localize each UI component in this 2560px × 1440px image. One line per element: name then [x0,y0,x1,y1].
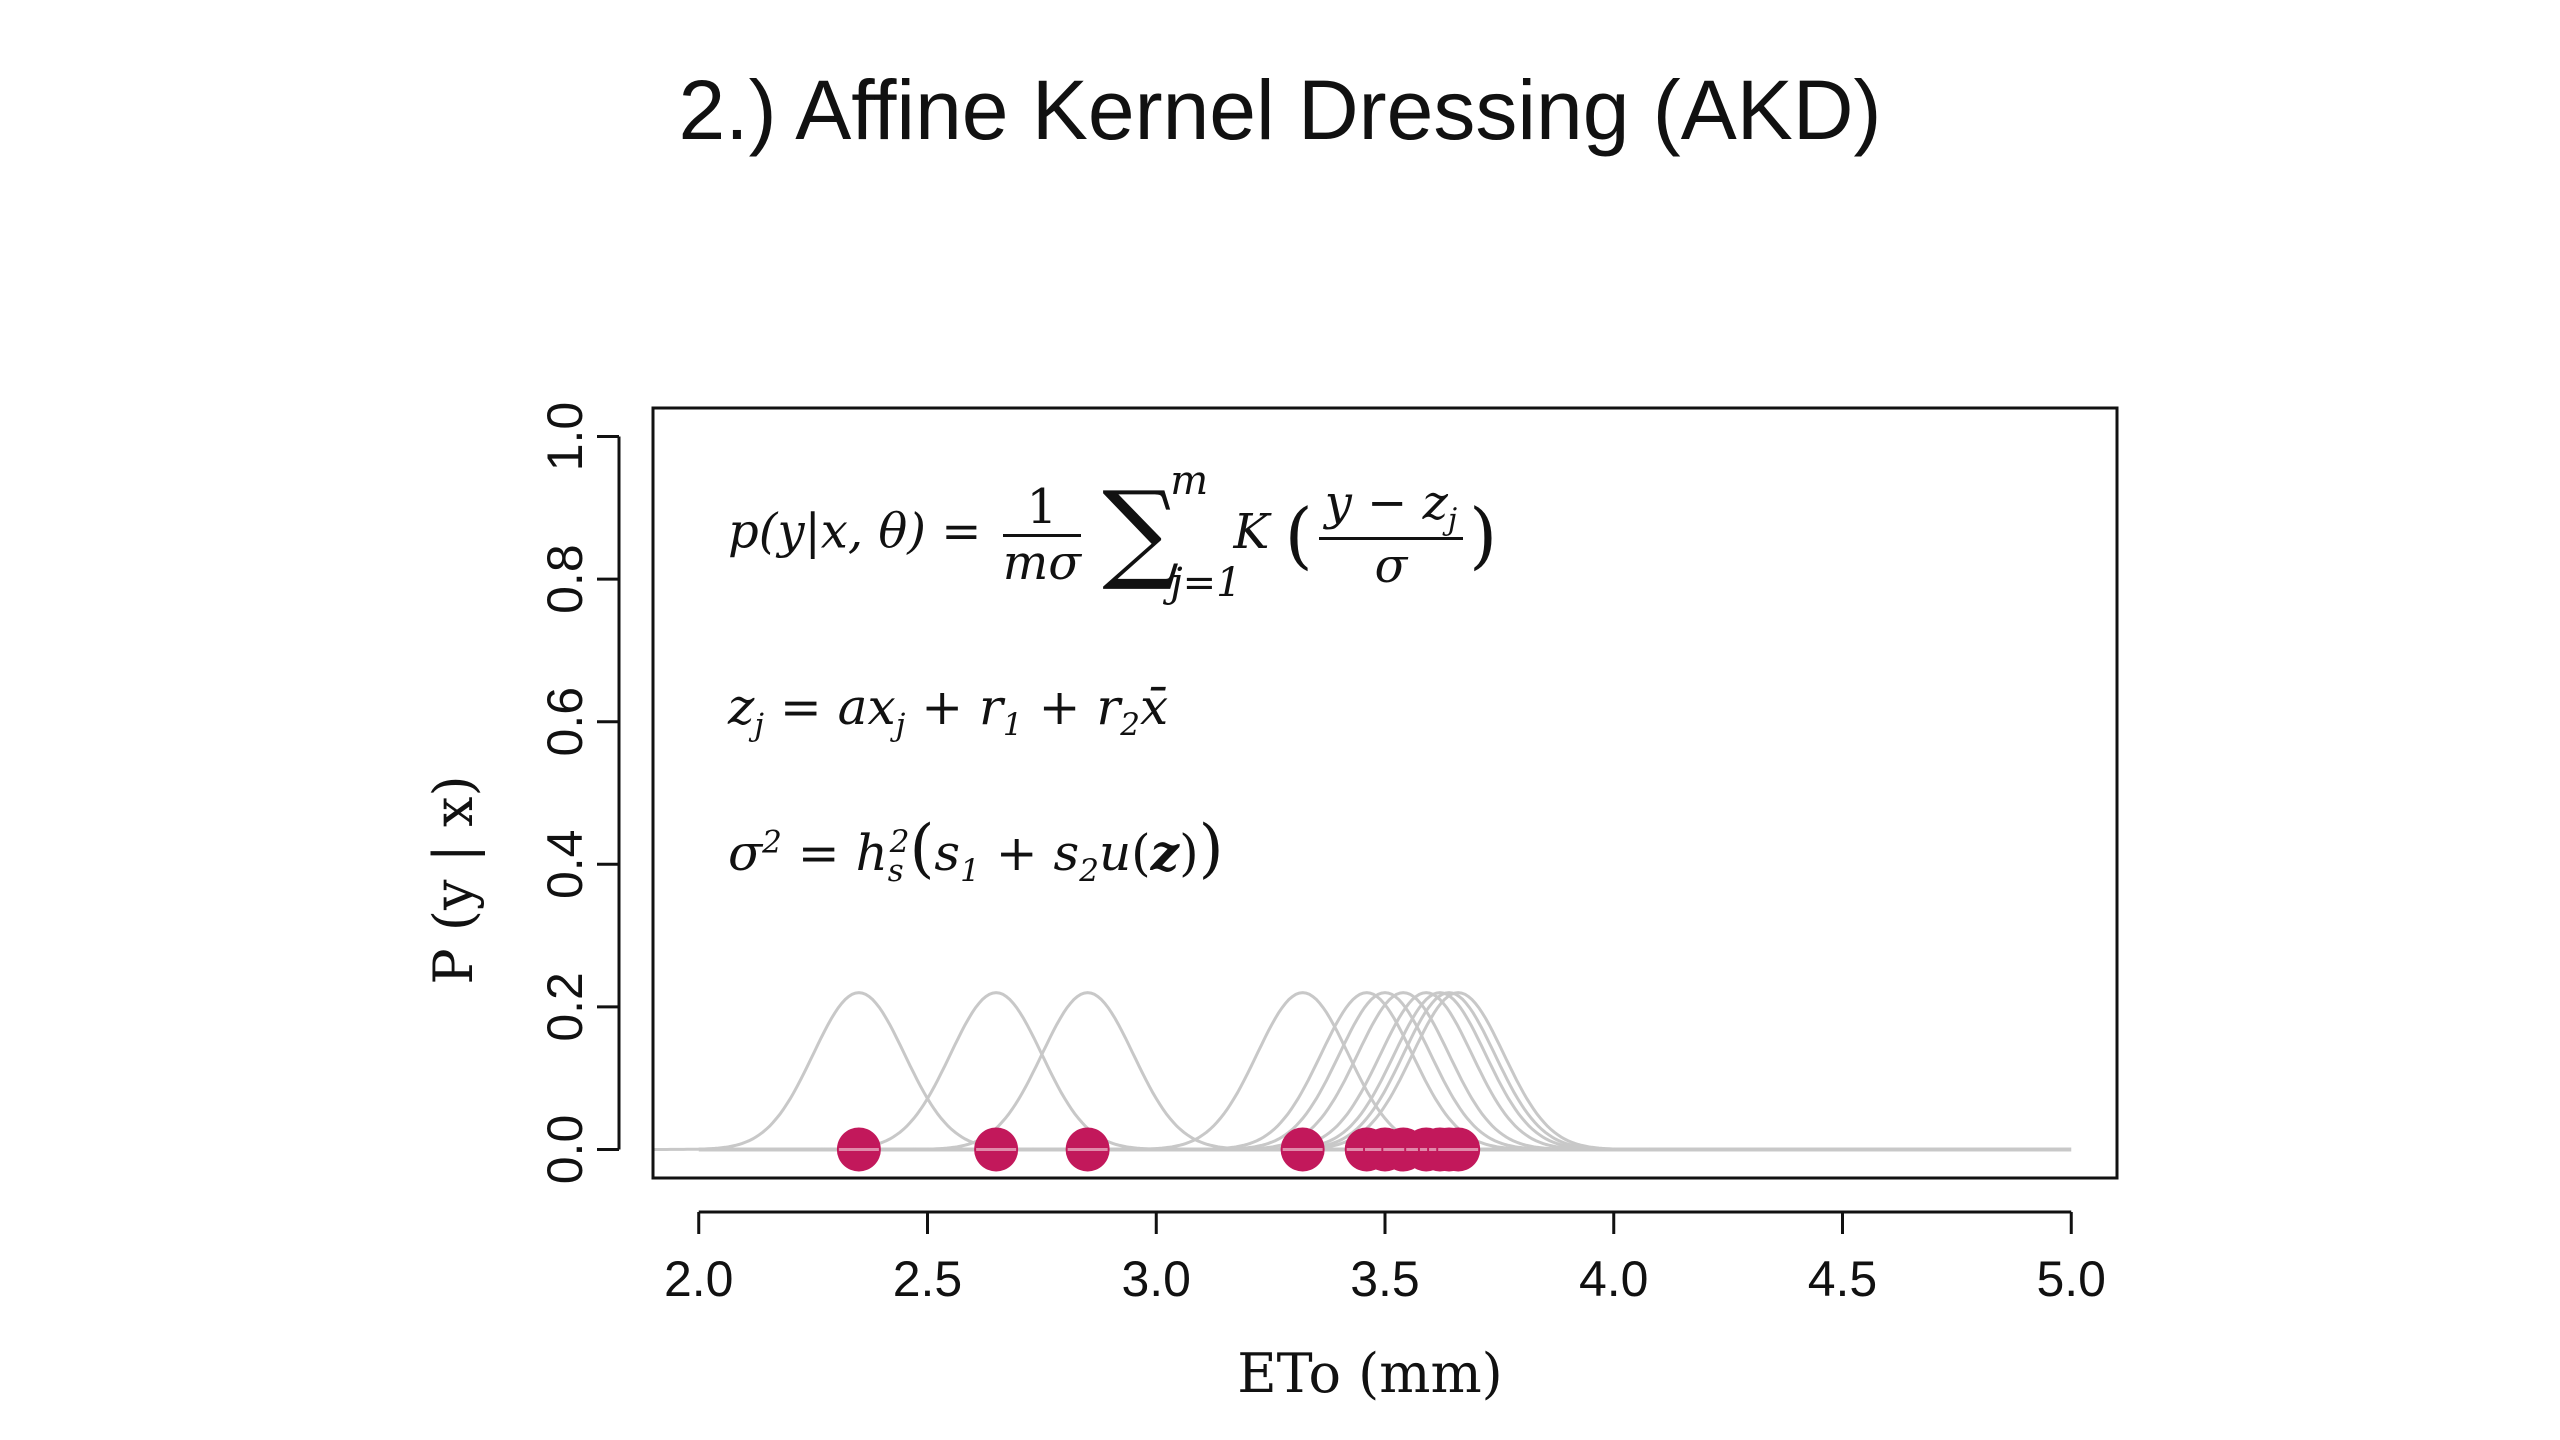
sum-upper: m [1170,458,1209,504]
y-tick-label-5: 0.8 [537,544,593,614]
eq1-den: mσ [1002,534,1081,591]
kernel-curve-10 [1243,991,1655,1151]
x-tick-label-6: 4.5 [1808,1251,1878,1307]
data-points [836,1127,1481,1172]
eq1-prefactor: 1 mσ [1002,480,1081,591]
eq1-kernel-den: σ [1374,538,1408,595]
plot-frame [651,406,2119,1180]
x-tick-label-2: 2.5 [893,1251,963,1307]
y-tick-label-4: 0.6 [537,687,593,757]
sum-symbol: ∑ m j=1 [1102,458,1241,606]
kernel-curve-1 [653,991,1065,1151]
equation-affine: zj = axj + r1 + r2x̄ [728,678,1169,743]
eq1-kernel-num: y − zj [1318,477,1464,541]
y-tick-label-6: 1.0 [537,402,593,472]
kernel-curves [653,991,2072,1152]
axes: 2.0 2.5 3.0 3.5 4.0 4.5 5.0 0.0 0.2 0.4 0.6 0.8 1.0 [537,402,2106,1307]
x-tick-label-1: 2.0 [664,1251,734,1307]
x-tick-label-3: 3.0 [1121,1251,1191,1307]
kernel-curve-8 [1220,991,1633,1151]
kernel-curve-4 [1096,991,1509,1151]
y-axis-label: P (y | x) [422,775,485,984]
sigma-glyph: ∑ [1102,469,1180,594]
sum-lower: j=1 [1170,560,1242,606]
y-tick-label-1: 0.0 [537,1115,593,1185]
eq1-lhs: p(y|x, θ) = [728,503,982,560]
x-tick-label-7: 5.0 [2036,1251,2106,1307]
equation-density: p(y|x, θ) = 1 mσ ∑ m j=1 K ( y − zj σ ) [728,458,1498,606]
x-tick-label-4: 3.5 [1350,1251,1420,1307]
slide-title: 2.) Affine Kernel Dressing (AKD) [678,63,1882,157]
x-axis-label: ETo (mm) [1237,1342,1502,1405]
x-tick-label-5: 4.0 [1579,1251,1649,1307]
y-tick-label-2: 0.2 [537,972,593,1042]
equation-variance: σ2 = hs2(s1 + s2u(z)) [728,812,1224,889]
kernel-symbol: K [1233,503,1270,560]
eq1-num: 1 [1002,480,1081,537]
y-tick-label-3: 0.4 [537,830,593,900]
eq1-kernel-arg: y − zj σ [1318,477,1464,595]
